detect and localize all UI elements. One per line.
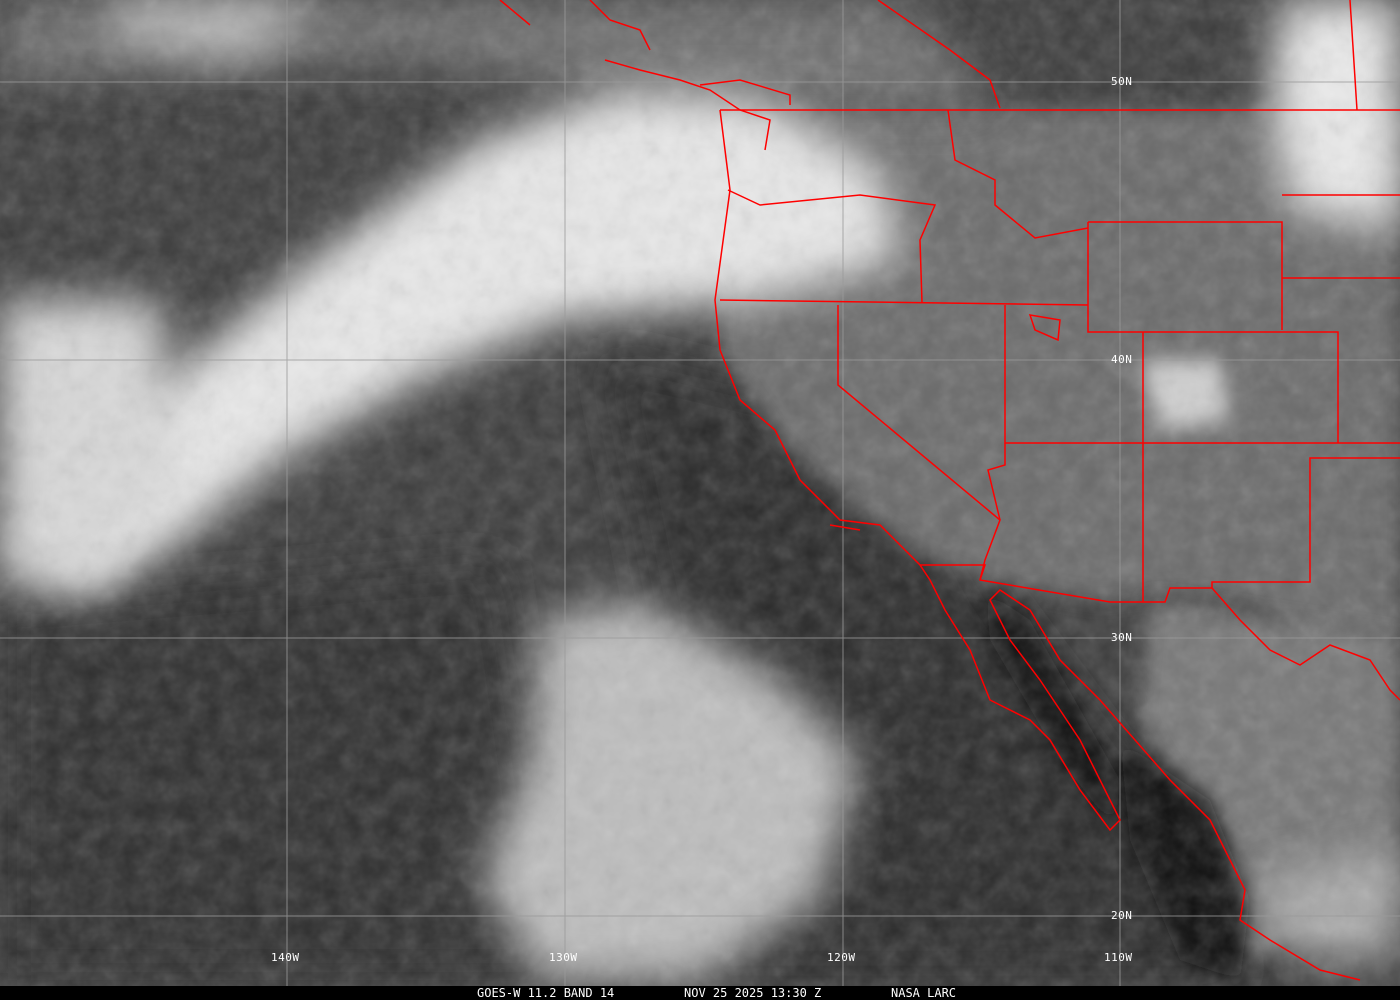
datetime-label: NOV 25 2025 13:30 Z [684, 986, 822, 1000]
latitude-label-20n: 20N [1111, 909, 1133, 922]
longitude-label-130w: 130W [549, 951, 578, 964]
latitude-label-50n: 50N [1111, 75, 1133, 88]
longitude-label-110w: 110W [1104, 951, 1133, 964]
latitude-label-30n: 30N [1111, 631, 1133, 644]
credit-label: NASA LARC [891, 986, 957, 1000]
product-label: GOES-W 11.2 BAND 14 [477, 986, 615, 1000]
longitude-label-140w: 140W [271, 951, 300, 964]
latitude-label-40n: 40N [1111, 353, 1133, 366]
caption-bar: GOES-W 11.2 BAND 14 NOV 25 2025 13:30 Z … [0, 986, 1400, 1000]
political-boundaries [499, 0, 1400, 981]
longitude-label-120w: 120W [827, 951, 856, 964]
